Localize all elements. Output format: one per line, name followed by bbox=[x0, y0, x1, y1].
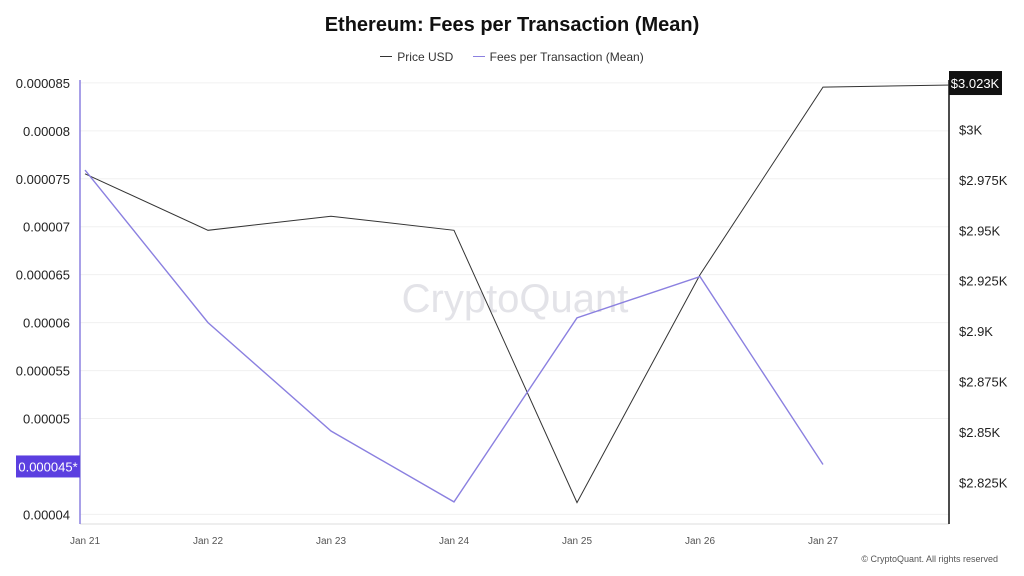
x-tick-label: Jan 26 bbox=[685, 536, 715, 547]
y-right-current-badge bbox=[949, 71, 1002, 96]
chart-legend: Price USD Fees per Transaction (Mean) bbox=[0, 50, 1024, 64]
x-tick-label: Jan 22 bbox=[193, 536, 223, 547]
y-left-tick-label: 0.00005 bbox=[23, 412, 70, 427]
x-tick-label: Jan 23 bbox=[316, 536, 346, 547]
x-tick-label: Jan 24 bbox=[439, 536, 469, 547]
legend-label-fees: Fees per Transaction (Mean) bbox=[489, 50, 644, 64]
legend-swatch-fees bbox=[472, 56, 485, 58]
y-left-tick-label: 0.000075 bbox=[16, 172, 70, 187]
series-line-fees bbox=[84, 169, 824, 503]
y-right-tick-label: $2.85K bbox=[959, 425, 1001, 440]
y-left-tick-label: 0.00004 bbox=[23, 507, 70, 522]
y-right-tick-label: $2.95K bbox=[959, 223, 1001, 238]
legend-label-price: Price USD bbox=[397, 50, 454, 64]
legend-item-price[interactable]: Price USD bbox=[380, 50, 453, 64]
legend-item-fees[interactable]: Fees per Transaction (Mean) bbox=[472, 50, 644, 64]
series-line-price bbox=[84, 84, 953, 504]
copyright-footer: © CryptoQuant. All rights reserved bbox=[861, 554, 998, 564]
y-right-current-label: $3.023K bbox=[951, 76, 1000, 91]
y-left-tick-label: 0.000065 bbox=[16, 268, 70, 283]
x-tick-label: Jan 21 bbox=[70, 536, 100, 547]
x-tick-label: Jan 27 bbox=[808, 536, 838, 547]
x-tick-label: Jan 25 bbox=[562, 536, 592, 547]
y-left-tick-label: 0.00006 bbox=[23, 316, 70, 331]
chart-title: Ethereum: Fees per Transaction (Mean) bbox=[324, 14, 700, 36]
y-right-tick-label: $2.975K bbox=[959, 173, 1008, 188]
legend-swatch-price bbox=[380, 56, 393, 58]
y-left-tick-label: 0.000085 bbox=[16, 76, 70, 91]
watermark: CryptoQuant bbox=[402, 277, 629, 321]
y-right-tick-label: $2.875K bbox=[959, 375, 1008, 390]
y-right-tick-label: $2.825K bbox=[959, 475, 1008, 490]
y-left-current-label: 0.000045* bbox=[18, 459, 77, 474]
y-right-tick-label: $2.9K bbox=[959, 324, 993, 339]
y-right-tick-label: $2.925K bbox=[959, 274, 1008, 289]
y-left-tick-label: 0.00008 bbox=[23, 124, 70, 139]
y-left-tick-label: 0.000055 bbox=[16, 364, 70, 379]
y-left-current-badge bbox=[16, 455, 80, 478]
y-right-tick-label: $3K bbox=[959, 122, 982, 137]
y-left-tick-label: 0.00007 bbox=[23, 220, 70, 235]
